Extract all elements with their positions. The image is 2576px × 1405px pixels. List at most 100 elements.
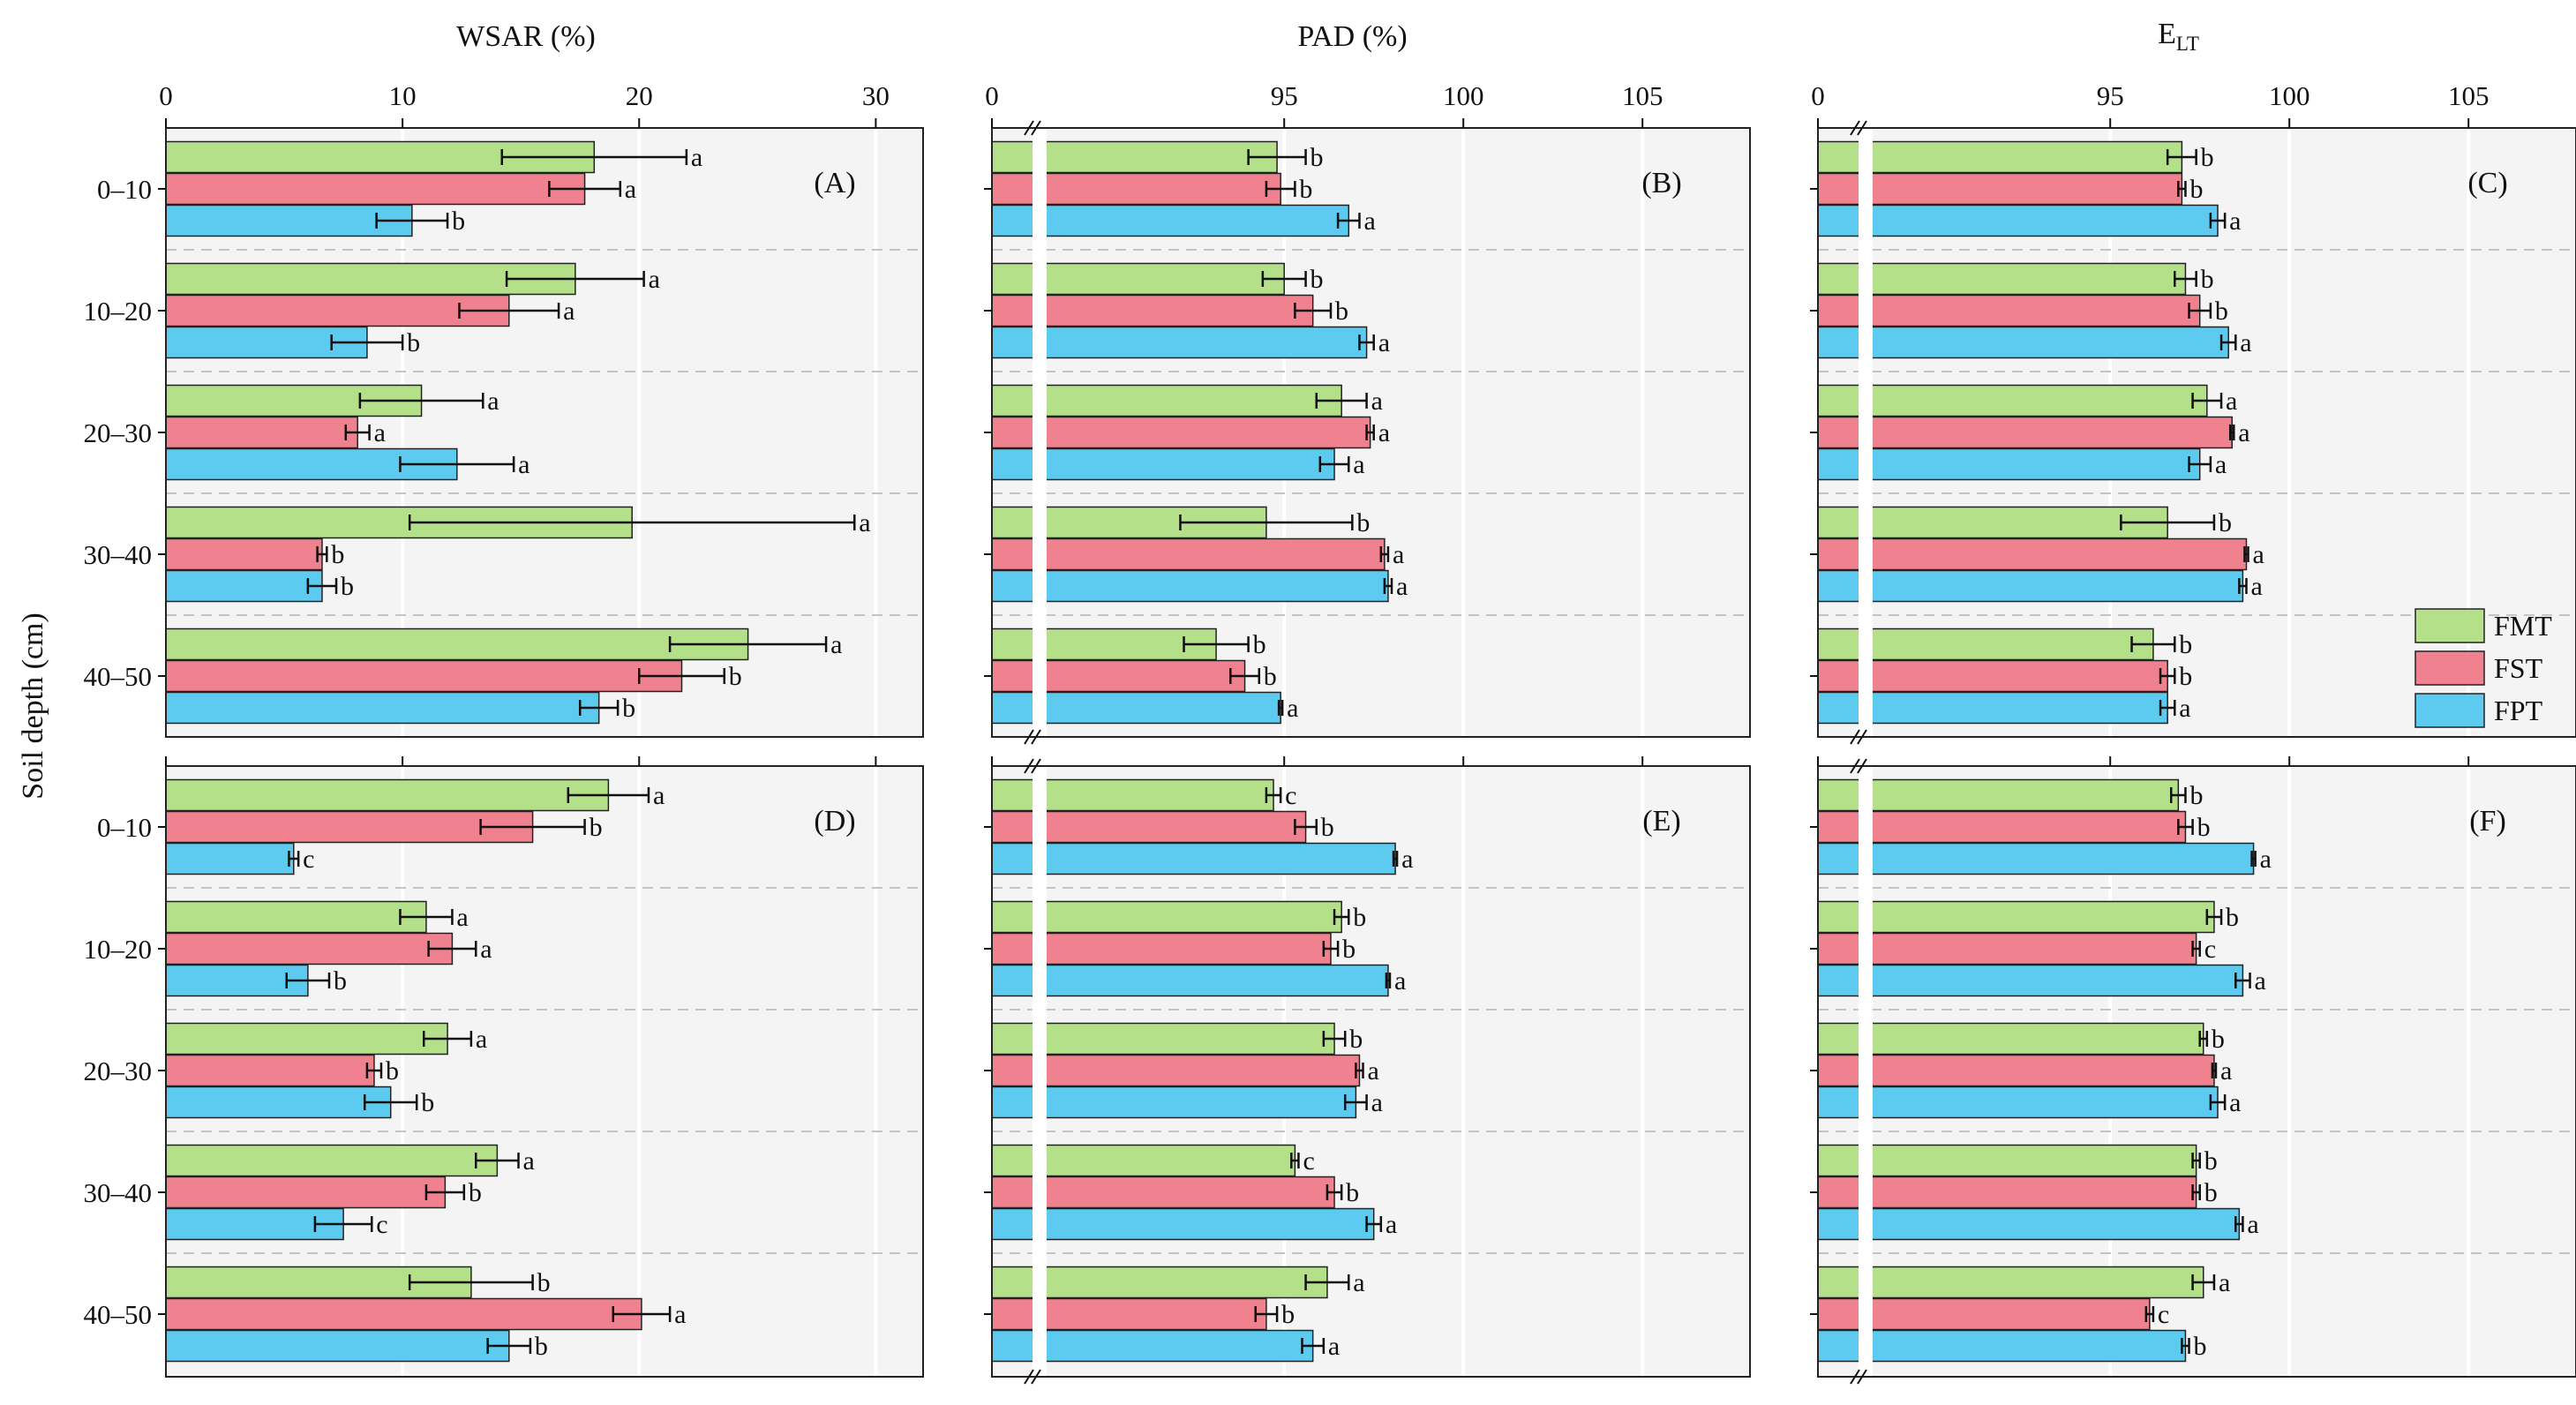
bar-fpt xyxy=(1817,447,2201,481)
x-tick-label: 100 xyxy=(1443,80,1484,111)
significance-letter: a xyxy=(476,1025,487,1054)
break-mark xyxy=(1024,120,1034,136)
axis-break-band xyxy=(1859,765,1873,1378)
significance-letter: a xyxy=(563,297,575,326)
significance-letter: b xyxy=(2179,662,2192,691)
x-axis-title: PAD (%) xyxy=(1297,20,1407,53)
significance-letter: b xyxy=(1356,508,1370,537)
bar-fpt xyxy=(1817,569,2244,603)
significance-letter: b xyxy=(2179,630,2192,659)
bar-fst xyxy=(1817,537,2248,571)
legend-swatch-fpt xyxy=(2415,693,2485,728)
break-mark xyxy=(1024,729,1034,745)
x-tick-label: 105 xyxy=(2448,80,2490,111)
bar-fst xyxy=(1817,932,2197,965)
axis-break-band xyxy=(1033,127,1047,738)
break-mark xyxy=(1850,758,1860,774)
significance-letter: b xyxy=(2189,175,2203,204)
significance-letter: a xyxy=(2219,1268,2230,1297)
plot-frame xyxy=(165,765,924,1378)
bar-fst xyxy=(165,659,683,693)
significance-letter: a xyxy=(2229,207,2241,236)
panel-letter: (D) xyxy=(814,805,855,838)
significance-letter: b xyxy=(2197,813,2211,842)
x-tick-label: 0 xyxy=(1811,80,1825,111)
significance-letter: c xyxy=(303,845,314,874)
bar-fmt xyxy=(991,627,1217,661)
x-tick-label: 95 xyxy=(1271,80,1298,111)
significance-letter: a xyxy=(2226,387,2237,416)
bar-fst xyxy=(165,1054,375,1087)
bar-fmt xyxy=(165,1022,448,1056)
bar-fst xyxy=(1817,1297,2151,1331)
significance-letter: b xyxy=(2194,1332,2207,1361)
bar-fpt xyxy=(991,1207,1375,1241)
bar-fpt xyxy=(991,964,1389,997)
significance-letter: b xyxy=(2215,297,2228,326)
bar-fpt xyxy=(1817,326,2229,359)
legend-label: FST xyxy=(2494,652,2543,684)
panel-letter: (B) xyxy=(1641,167,1681,199)
bar-fpt xyxy=(165,1329,510,1363)
bar-fst xyxy=(165,294,510,327)
plot-frame xyxy=(165,127,924,738)
significance-letter: b xyxy=(622,694,635,723)
depth-label: 20–30 xyxy=(84,417,153,448)
significance-letter: b xyxy=(590,813,603,842)
bar-fst xyxy=(165,537,323,571)
x-tick-label: 20 xyxy=(626,80,653,111)
significance-letter: c xyxy=(2158,1300,2169,1329)
legend-label: FMT xyxy=(2494,610,2552,642)
significance-letter: a xyxy=(518,450,529,479)
x-axis-title-main: E xyxy=(2158,18,2176,50)
significance-letter: b xyxy=(535,1332,548,1361)
bar-fpt xyxy=(1817,204,2219,237)
significance-letter: a xyxy=(691,143,702,172)
plot-frame xyxy=(991,765,1751,1378)
x-axis: 0 10 20 30 xyxy=(159,80,890,128)
panel-letter: (A) xyxy=(814,167,855,199)
break-mark xyxy=(1857,1369,1867,1385)
significance-letter: a xyxy=(1363,207,1375,236)
x-tick-label: 0 xyxy=(985,80,999,111)
bar-fst xyxy=(165,932,454,965)
significance-letter: a xyxy=(1371,387,1383,416)
significance-letter: b xyxy=(1346,1178,1359,1207)
bar-fmt xyxy=(165,627,749,661)
depth-label: 10–20 xyxy=(84,934,153,965)
depth-label: 10–20 xyxy=(84,296,153,327)
break-mark xyxy=(1024,1369,1034,1385)
significance-letter: b xyxy=(331,540,344,569)
bar-fmt xyxy=(1817,1144,2197,1177)
break-mark xyxy=(1031,758,1041,774)
break-mark xyxy=(1857,758,1867,774)
x-axis xyxy=(165,756,877,766)
x-axis: 95 100 105 0 xyxy=(1811,80,2490,745)
significance-letter: a xyxy=(2255,966,2266,996)
panel-letter: (C) xyxy=(2467,167,2507,199)
x-tick-label: 10 xyxy=(389,80,417,111)
panel-letter: (E) xyxy=(1642,805,1680,838)
break-mark xyxy=(1857,120,1867,136)
bar-fst xyxy=(991,416,1371,449)
significance-letter: a xyxy=(523,1146,535,1176)
bar-fpt xyxy=(1817,842,2255,875)
bar-fpt xyxy=(991,447,1335,481)
depth-label: 0–10 xyxy=(97,812,152,843)
significance-letter: b xyxy=(1321,813,1334,842)
break-mark xyxy=(1850,1369,1860,1385)
bar-fmt xyxy=(1817,778,2180,812)
depth-label: 30–40 xyxy=(84,539,153,570)
bar-fpt xyxy=(1817,1207,2241,1241)
bar-fpt xyxy=(1817,1329,2187,1363)
bar-fst xyxy=(1817,810,2187,844)
significance-letter: a xyxy=(1328,1332,1340,1361)
significance-letter: b xyxy=(386,1056,399,1086)
significance-letter: a xyxy=(1396,572,1408,601)
bar-fpt xyxy=(165,964,309,997)
bar-fpt xyxy=(165,204,413,237)
significance-letter: b xyxy=(1299,175,1312,204)
x-tick-label: 30 xyxy=(862,80,890,111)
significance-letter: a xyxy=(859,508,870,537)
